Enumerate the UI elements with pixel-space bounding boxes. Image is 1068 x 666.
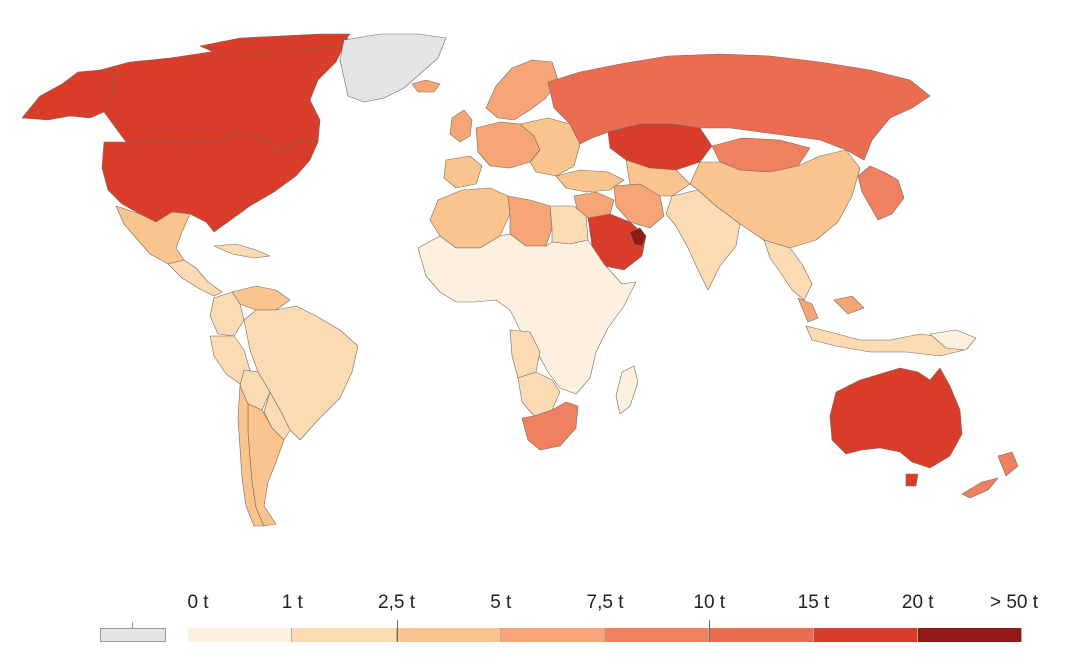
country-greenland[interactable] [339, 33, 447, 103]
legend-label-7: 20 t [901, 592, 934, 613]
legend-label-8: > 50 t [989, 592, 1039, 613]
country-australia[interactable] [829, 367, 963, 469]
legend-bin-0 [188, 628, 293, 642]
legend-label-5: 10 t [693, 592, 726, 613]
legend-bin-4 [605, 628, 710, 642]
country-chile[interactable] [237, 385, 265, 527]
legend-bin-5 [709, 628, 814, 642]
country-scandinavia[interactable] [485, 59, 559, 121]
country-mexico[interactable] [115, 205, 191, 265]
country-new-zealand[interactable] [961, 451, 1019, 499]
country-iberia[interactable] [443, 155, 483, 189]
country-southeast-asia[interactable] [763, 239, 813, 301]
country-alaska[interactable] [21, 69, 119, 121]
legend-tick-10 [709, 620, 711, 642]
legend-bin-7 [917, 628, 1022, 642]
country-sub-saharan-africa[interactable] [417, 233, 637, 395]
country-namibia-botswana[interactable] [517, 371, 561, 417]
legend-label-6: 15 t [797, 592, 830, 613]
country-papua[interactable] [929, 329, 977, 351]
country-iran[interactable] [613, 183, 665, 229]
country-central-america[interactable] [167, 259, 223, 297]
country-colombia[interactable] [209, 291, 245, 337]
country-tasmania[interactable] [905, 473, 919, 487]
legend-label-4: 7,5 t [586, 592, 624, 613]
choropleth-map [21, 33, 1019, 527]
country-gulf-states[interactable] [629, 227, 647, 247]
country-madagascar[interactable] [615, 365, 639, 415]
legend-label-2: 2,5 t [378, 592, 415, 613]
legend-bin-2 [396, 628, 501, 642]
legend-no-data-swatch [100, 628, 166, 642]
country-south-africa[interactable] [521, 401, 579, 451]
legend-tick-2-5 [396, 620, 398, 642]
country-malaysia[interactable] [797, 295, 865, 323]
country-uk-ireland[interactable] [449, 109, 473, 143]
country-turkey[interactable] [555, 169, 625, 193]
country-venezuela[interactable] [231, 285, 291, 311]
country-kazakhstan[interactable] [607, 123, 713, 171]
legend-label-1: 1 t [281, 592, 303, 613]
country-russia[interactable] [547, 53, 931, 161]
world-map [21, 33, 1019, 527]
legend-label-0: 0 t [187, 592, 209, 613]
legend-bin-6 [813, 628, 918, 642]
color-legend: 0 t 1 t 2,5 t 5 t 7,5 t 10 t 15 t 20 t >… [0, 592, 1068, 652]
legend-label-3: 5 t [490, 592, 512, 613]
legend-no-data-mark [132, 622, 133, 629]
country-india-south-asia[interactable] [665, 189, 741, 291]
country-caribbean[interactable] [213, 243, 271, 259]
country-korea-japan[interactable] [857, 165, 905, 221]
legend-bin-1 [292, 628, 397, 642]
legend-bin-3 [500, 628, 605, 642]
country-iceland[interactable] [411, 79, 441, 93]
